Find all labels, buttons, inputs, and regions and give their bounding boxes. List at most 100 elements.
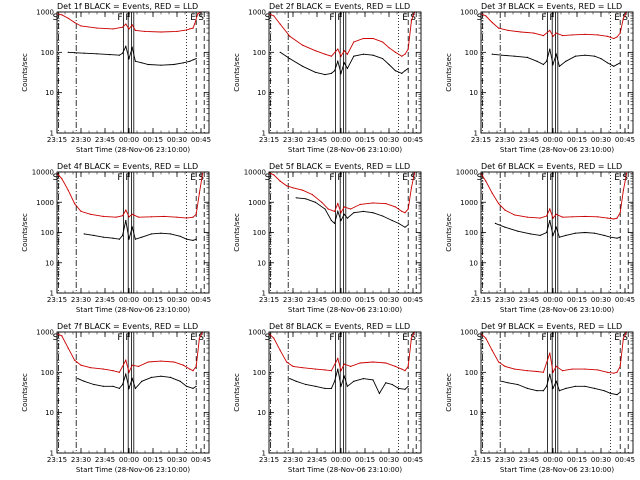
panel-det7: Det 7f BLACK = Events, RED = LLD Counts/s… [21,322,211,474]
event-marker-label: S [477,173,483,183]
data-point-events [407,224,409,226]
data-point-lld [562,216,564,218]
x-tick-label: 00:45 [615,296,635,304]
data-point-events [404,388,406,390]
data-point-events [353,380,355,382]
x-tick-label: 23:15 [47,456,67,464]
y-tick-label: 10 [469,89,478,97]
y-tick-label: 1000 [36,9,54,17]
x-axis-label: Start Time (28-Nov-06 23:10:00) [500,146,614,154]
event-marker-label: F [541,173,546,183]
data-point-events [398,387,400,389]
data-point-lld [616,36,618,38]
y-tick-label: 1 [50,290,54,298]
data-point-lld [613,372,615,374]
y-tick-label: 1 [262,130,266,138]
data-point-lld [362,37,364,40]
x-tick-label: 23:30 [495,136,515,144]
x-tick-label: 00:45 [191,136,211,144]
data-point-events [83,380,85,382]
event-marker-label: F [337,13,342,23]
data-point-events [610,236,612,238]
y-tick-label: 10000 [32,169,54,177]
data-point-events [372,54,374,56]
series-line-events [77,372,197,391]
data-point-events [558,236,561,238]
event-marker-label: S [477,13,483,23]
data-point-lld [61,14,63,16]
data-point-events [343,213,345,215]
data-point-lld [138,365,140,367]
data-point-events [131,47,133,49]
data-point-events [542,390,545,392]
data-point-events [558,390,561,392]
x-tick-label: 00:00 [331,136,351,144]
y-tick-label: 100 [465,369,478,377]
data-point-events [610,392,612,394]
data-point-events [314,201,316,203]
data-point-events [112,237,114,239]
data-point-lld [182,364,184,366]
data-point-lld [555,213,557,215]
data-point-events [514,55,516,57]
data-point-events [552,387,554,389]
data-point-events [118,54,120,56]
x-tick-label: 00:30 [591,296,611,304]
data-point-events [517,383,519,386]
data-point-lld [292,187,294,189]
data-point-events [555,380,557,382]
data-point-lld [202,172,204,174]
data-point-lld [279,23,281,25]
data-point-events [334,70,336,72]
y-tick-label: 1 [474,450,478,458]
plot-frame [480,11,634,134]
series-line-events [279,51,409,76]
x-tick-label: 23:15 [259,296,279,304]
data-point-events [536,390,538,392]
y-tick-label: 10000 [244,169,266,177]
data-point-lld [549,29,551,31]
data-point-lld [491,21,493,24]
x-tick-label: 00:00 [331,296,351,304]
data-point-lld [289,35,291,37]
data-point-events [494,222,496,224]
data-point-lld [394,51,396,53]
y-axis-label: Counts/sec [233,53,241,92]
data-point-lld [562,370,564,372]
data-point-lld [96,27,98,29]
data-point-lld [552,217,554,219]
data-point-events [372,379,374,381]
data-point-lld [491,349,493,351]
data-point-lld [597,369,599,371]
series-line-events [68,45,197,66]
data-point-lld [302,367,304,369]
event-marker-label: F [549,333,554,343]
y-tick-label: 100 [41,369,54,377]
data-point-events [122,52,124,54]
x-tick-label: 00:15 [355,136,375,144]
data-point-lld [314,368,316,370]
x-tick-label: 23:15 [471,456,491,464]
data-point-events [517,230,519,232]
y-axis-label: Counts/sec [445,53,453,92]
y-tick-label: 1 [50,130,54,138]
x-tick-label: 23:30 [495,296,515,304]
data-point-lld [571,34,573,36]
y-tick-label: 1000 [460,329,478,337]
data-point-lld [552,371,554,373]
x-axis-label: Start Time (28-Nov-06 23:10:00) [500,306,614,314]
data-point-events [118,238,120,240]
data-point-events [530,233,532,235]
data-point-lld [195,365,197,367]
y-tick-label: 10 [45,259,54,267]
data-point-lld [74,359,76,361]
data-point-lld [186,217,188,219]
y-tick-label: 1000 [460,9,478,17]
event-marker-label: S [477,333,483,343]
event-marker-label: S [198,333,204,343]
data-point-lld [346,53,348,55]
data-point-lld [526,216,529,218]
data-point-lld [194,23,196,25]
x-tick-label: 23:30 [71,136,91,144]
